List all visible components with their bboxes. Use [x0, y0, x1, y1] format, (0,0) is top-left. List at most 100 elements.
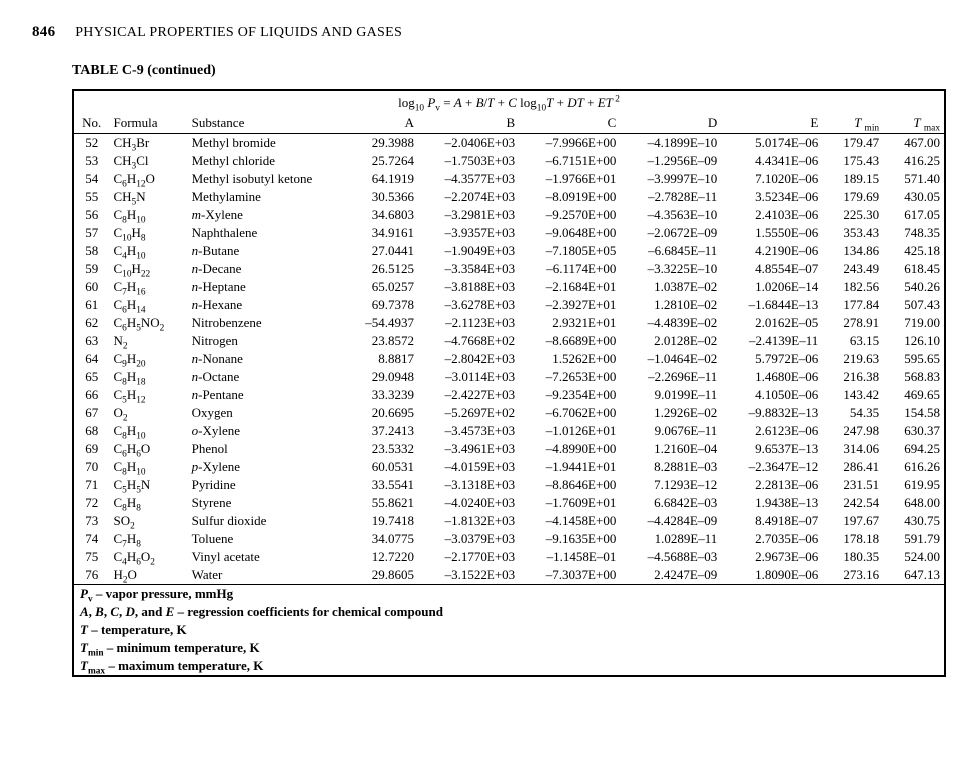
- cell-A: 34.6803: [346, 206, 418, 224]
- cell-E: 4.4341E–06: [721, 152, 822, 170]
- header-row: No. Formula Substance A B C D E T min T …: [74, 113, 944, 134]
- table-caption: TABLE C-9 (continued): [72, 63, 928, 79]
- table-row: 72C8H8Styrene55.8621–4.0240E+03–1.7609E+…: [74, 494, 944, 512]
- table-row: 74C7H8Toluene34.0775–3.0379E+03–9.1635E+…: [74, 530, 944, 548]
- cell-Tmin: 180.35: [822, 548, 883, 566]
- cell-Tmax: 524.00: [883, 548, 944, 566]
- cell-A: 55.8621: [346, 494, 418, 512]
- cell-D: –3.9997E–10: [620, 170, 721, 188]
- cell-A: 60.0531: [346, 458, 418, 476]
- cell-E: 2.4103E–06: [721, 206, 822, 224]
- cell-substance: o-Xylene: [188, 422, 347, 440]
- cell-E: –9.8832E–13: [721, 404, 822, 422]
- cell-D: –4.3563E–10: [620, 206, 721, 224]
- cell-D: –1.0464E–02: [620, 350, 721, 368]
- th-B: B: [418, 113, 519, 134]
- cell-E: 4.1050E–06: [721, 386, 822, 404]
- table-row: 62C6H5NO2Nitrobenzene–54.4937–2.1123E+03…: [74, 314, 944, 332]
- table-row: 65C8H18n-Octane29.0948–3.0114E+03–7.2653…: [74, 368, 944, 386]
- cell-E: 2.6123E–06: [721, 422, 822, 440]
- cell-C: –8.6689E+00: [519, 332, 620, 350]
- cell-C: –6.7151E+00: [519, 152, 620, 170]
- cell-D: 7.1293E–12: [620, 476, 721, 494]
- cell-substance: Methyl chloride: [188, 152, 347, 170]
- cell-formula: C4H10: [109, 242, 187, 260]
- note-line: Tmax – maximum temperature, K: [74, 657, 944, 675]
- cell-substance: n-Hexane: [188, 296, 347, 314]
- cell-Tmin: 247.98: [822, 422, 883, 440]
- cell-formula: C8H10: [109, 206, 187, 224]
- cell-D: –1.2956E–09: [620, 152, 721, 170]
- cell-C: 2.9321E+01: [519, 314, 620, 332]
- table-row: 73SO2Sulfur dioxide19.7418–1.8132E+03–4.…: [74, 512, 944, 530]
- th-Tmax: T max: [883, 113, 944, 134]
- equation: log10 Pv = A + B/T + C log10T + DT + ET …: [74, 91, 944, 113]
- cell-E: –2.4139E–11: [721, 332, 822, 350]
- cell-C: –1.1458E–01: [519, 548, 620, 566]
- cell-Tmax: 469.65: [883, 386, 944, 404]
- cell-C: –6.7062E+00: [519, 404, 620, 422]
- cell-A: 27.0441: [346, 242, 418, 260]
- cell-no: 57: [74, 224, 109, 242]
- cell-D: –4.4284E–09: [620, 512, 721, 530]
- table-wrapper: log10 Pv = A + B/T + C log10T + DT + ET …: [72, 89, 946, 677]
- cell-no: 70: [74, 458, 109, 476]
- cell-B: –3.0379E+03: [418, 530, 519, 548]
- cell-formula: C10H8: [109, 224, 187, 242]
- cell-A: 19.7418: [346, 512, 418, 530]
- note-line: T – temperature, K: [74, 621, 944, 639]
- cell-B: –1.8132E+03: [418, 512, 519, 530]
- cell-formula: C5H5N: [109, 476, 187, 494]
- cell-C: –4.1458E+00: [519, 512, 620, 530]
- cell-no: 67: [74, 404, 109, 422]
- cell-B: –4.0240E+03: [418, 494, 519, 512]
- cell-no: 61: [74, 296, 109, 314]
- th-E: E: [721, 113, 822, 134]
- cell-C: –7.3037E+00: [519, 566, 620, 584]
- cell-formula: C7H8: [109, 530, 187, 548]
- cell-E: 1.4680E–06: [721, 368, 822, 386]
- cell-B: –5.2697E+02: [418, 404, 519, 422]
- cell-C: 1.5262E+00: [519, 350, 620, 368]
- cell-substance: Vinyl acetate: [188, 548, 347, 566]
- cell-Tmin: 54.35: [822, 404, 883, 422]
- table-row: 67O2Oxygen20.6695–5.2697E+02–6.7062E+001…: [74, 404, 944, 422]
- th-D: D: [620, 113, 721, 134]
- cell-D: –2.7828E–11: [620, 188, 721, 206]
- cell-E: 3.5234E–06: [721, 188, 822, 206]
- cell-D: –6.6845E–11: [620, 242, 721, 260]
- cell-no: 53: [74, 152, 109, 170]
- cell-no: 74: [74, 530, 109, 548]
- cell-Tmin: 189.15: [822, 170, 883, 188]
- cell-formula: C8H10: [109, 458, 187, 476]
- cell-E: 1.9438E–13: [721, 494, 822, 512]
- cell-Tmax: 630.37: [883, 422, 944, 440]
- cell-A: 12.7220: [346, 548, 418, 566]
- th-C: C: [519, 113, 620, 134]
- table-row: 52CH3BrMethyl bromide29.3988–2.0406E+03–…: [74, 134, 944, 153]
- cell-Tmax: 425.18: [883, 242, 944, 260]
- cell-B: –2.1770E+03: [418, 548, 519, 566]
- table-row: 60C7H16n-Heptane65.0257–3.8188E+03–2.168…: [74, 278, 944, 296]
- cell-formula: O2: [109, 404, 187, 422]
- cell-formula: C6H12O: [109, 170, 187, 188]
- cell-D: 2.0128E–02: [620, 332, 721, 350]
- table-row: 53CH3ClMethyl chloride25.7264–1.7503E+03…: [74, 152, 944, 170]
- cell-no: 63: [74, 332, 109, 350]
- cell-E: –2.3647E–12: [721, 458, 822, 476]
- cell-E: 9.6537E–13: [721, 440, 822, 458]
- cell-no: 66: [74, 386, 109, 404]
- cell-Tmax: 416.25: [883, 152, 944, 170]
- cell-C: –9.2570E+00: [519, 206, 620, 224]
- data-table: No. Formula Substance A B C D E T min T …: [74, 113, 944, 584]
- table-row: 61C6H14n-Hexane69.7378–3.6278E+03–2.3927…: [74, 296, 944, 314]
- table-row: 64C9H20n-Nonane8.8817–2.8042E+031.5262E+…: [74, 350, 944, 368]
- cell-no: 73: [74, 512, 109, 530]
- cell-D: 9.0676E–11: [620, 422, 721, 440]
- cell-substance: Oxygen: [188, 404, 347, 422]
- table-notes: Pv – vapor pressure, mmHgA, B, C, D, and…: [74, 584, 944, 675]
- cell-substance: m-Xylene: [188, 206, 347, 224]
- table-row: 70C8H10p-Xylene60.0531–4.0159E+03–1.9441…: [74, 458, 944, 476]
- cell-Tmax: 595.65: [883, 350, 944, 368]
- cell-B: –3.4961E+03: [418, 440, 519, 458]
